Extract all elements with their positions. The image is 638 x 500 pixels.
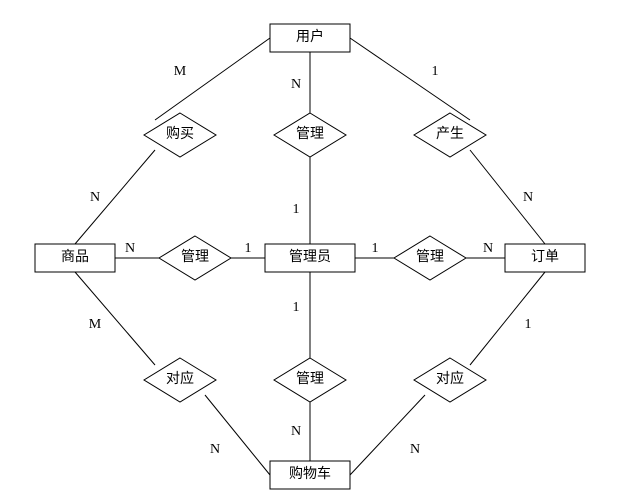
edge <box>470 150 545 244</box>
cardinality-label: N <box>291 424 301 439</box>
edge <box>75 150 155 244</box>
cardinality-label: 1 <box>293 202 300 217</box>
cardinality-label: M <box>174 64 187 79</box>
edge <box>155 38 270 120</box>
edge <box>75 272 155 365</box>
cardinality-label: 1 <box>293 300 300 315</box>
relationship-label: 管理 <box>296 371 324 387</box>
cardinality-label: N <box>483 241 493 256</box>
entity-label: 购物车 <box>289 465 331 482</box>
entity-label: 商品 <box>61 249 89 265</box>
relationship-label: 产生 <box>436 126 464 142</box>
cardinality-label: N <box>210 442 220 457</box>
relationship-label: 购买 <box>166 126 194 142</box>
cardinality-label: N <box>410 442 420 457</box>
cardinality-label: N <box>90 190 100 205</box>
cardinality-label: N <box>125 241 135 256</box>
cardinality-label: N <box>523 190 533 205</box>
relationship-label: 对应 <box>166 370 194 387</box>
cardinality-label: M <box>89 317 102 332</box>
er-diagram: MN1N1NN11NM11NNN购买管理产生管理管理对应管理对应用户商品管理员订… <box>0 0 638 500</box>
relationship-label: 管理 <box>416 249 444 265</box>
cardinality-label: 1 <box>245 241 252 256</box>
entity-label: 订单 <box>531 249 559 265</box>
edge <box>205 395 270 475</box>
relationship-label: 管理 <box>296 126 324 142</box>
entity-label: 管理员 <box>289 249 331 265</box>
relationship-label: 管理 <box>181 249 209 265</box>
relationship-label: 对应 <box>436 370 464 387</box>
cardinality-label: 1 <box>525 317 532 332</box>
cardinality-label: N <box>291 77 301 92</box>
cardinality-label: 1 <box>372 241 379 256</box>
entity-label: 用户 <box>296 28 324 45</box>
edge <box>470 272 545 365</box>
edge <box>350 38 470 120</box>
edge <box>350 395 425 475</box>
cardinality-label: 1 <box>432 64 439 79</box>
